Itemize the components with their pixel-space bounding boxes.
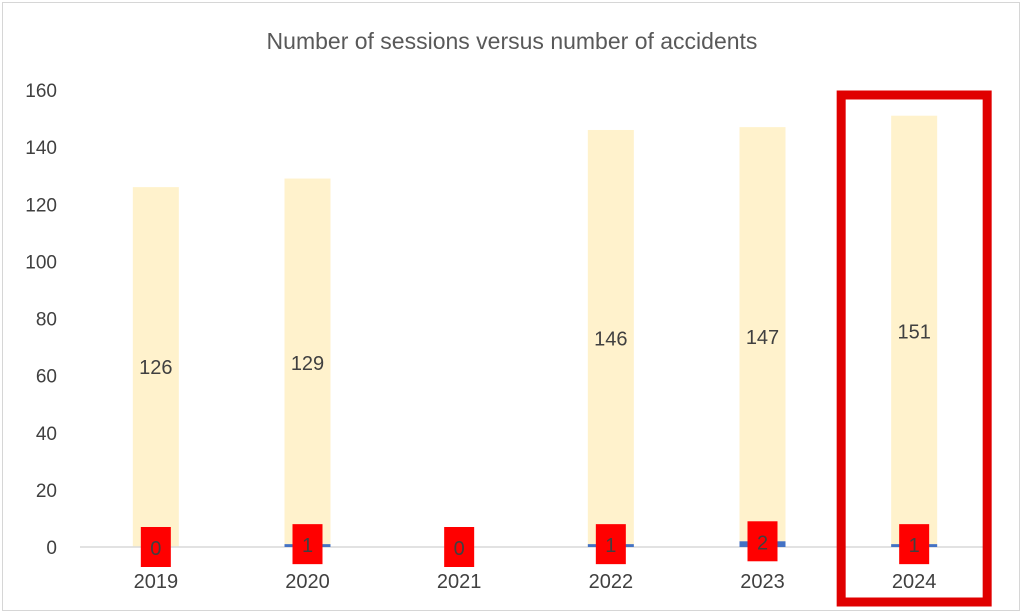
x-tick-label: 2021 (437, 571, 482, 593)
accidents-data-label: 0 (150, 538, 161, 560)
x-tick-label: 2019 (134, 571, 179, 593)
sessions-data-label: 146 (594, 328, 627, 350)
accidents-label-box (140, 527, 171, 567)
sessions-data-label: 147 (746, 327, 779, 349)
accidents-label-box (444, 527, 475, 567)
sessions-bar (891, 115, 938, 548)
sessions-bar (587, 129, 634, 548)
x-tick-label: 2020 (285, 571, 330, 593)
sessions-data-label: 151 (897, 321, 930, 343)
accidents-data-label: 1 (909, 535, 920, 557)
y-tick-label: 60 (36, 367, 57, 388)
y-tick-label: 40 (36, 424, 57, 445)
accidents-label-box (292, 524, 323, 565)
chart-title: Number of sessions versus number of acci… (266, 28, 758, 54)
sessions-data-label: 129 (291, 353, 324, 375)
accidents-label-box (747, 521, 778, 562)
sessions-data-label: 126 (139, 357, 172, 379)
y-tick-label: 0 (46, 538, 57, 559)
y-tick-label: 160 (25, 81, 57, 102)
sessions-bar (739, 127, 786, 547)
highlight-box (836, 90, 992, 607)
accidents-label-box (595, 524, 626, 565)
y-tick-label: 120 (25, 195, 57, 216)
y-tick-label: 80 (36, 310, 57, 331)
y-tick-label: 100 (25, 252, 57, 273)
accidents-data-label: 1 (302, 535, 313, 557)
sessions-bar (132, 187, 179, 548)
accidents-data-label: 0 (454, 538, 465, 560)
x-tick-label: 2024 (892, 571, 937, 593)
y-tick-label: 140 (25, 138, 57, 159)
sessions-bar (284, 178, 331, 547)
accidents-label-box (899, 524, 930, 565)
accidents-data-label: 2 (757, 532, 768, 554)
x-tick-label: 2023 (740, 571, 785, 593)
x-tick-label: 2022 (589, 571, 634, 593)
accidents-data-label: 1 (605, 535, 616, 557)
y-tick-label: 20 (36, 481, 57, 502)
